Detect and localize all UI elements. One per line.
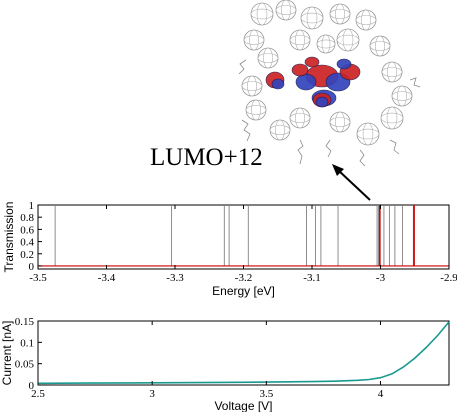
- x-tick-label: -3: [376, 272, 386, 284]
- y-axis-label: Current [nA]: [0, 321, 14, 386]
- orbital-label: LUMO+12: [150, 144, 263, 171]
- y-tick-label: 0: [29, 261, 35, 273]
- y-tick-label: 0.1: [20, 337, 34, 349]
- x-tick-label: -3.3: [166, 272, 184, 284]
- plot-frame: [37, 320, 450, 386]
- x-tick-label: -3.4: [98, 272, 116, 284]
- current-curve: [37, 321, 450, 385]
- y-tick-label: 0.2: [20, 249, 34, 261]
- x-tick-label: -2.9: [440, 272, 457, 284]
- molecule-illustration: [238, 0, 421, 167]
- x-tick-label: -3.1: [303, 272, 320, 284]
- y-tick-label: 0: [29, 380, 35, 392]
- y-tick-label: 0.6: [20, 224, 34, 236]
- x-tick-label: 3: [149, 388, 155, 400]
- pointer-arrow: [332, 164, 371, 201]
- y-tick-label: 0.4: [20, 237, 34, 249]
- x-tick-label: 4: [378, 388, 384, 400]
- y-tick-label: 0.8: [20, 212, 34, 224]
- y-tick-label: 1: [29, 200, 35, 212]
- x-axis-label: Voltage [V]: [214, 399, 272, 412]
- y-tick-label: 0.05: [15, 359, 35, 371]
- transmission-chart: -3.5 -3.4 -3.3 -3.2 -3.1 -3 -2.9 00.20.40.60.8…: [2, 200, 457, 298]
- y-axis-label: Transmission: [2, 202, 16, 273]
- current-voltage-chart: 2.5 3 3.5 4 0 0.05 0.1 0.15 Voltage [V] Curren…: [0, 316, 450, 412]
- plot-frame: [37, 204, 450, 270]
- x-tick-label: 2.5: [31, 388, 45, 400]
- x-axis-label: Energy [eV]: [212, 284, 275, 298]
- y-tick-label: 0.15: [15, 316, 35, 328]
- x-tick-label: -3.5: [29, 272, 47, 284]
- x-tick-label: 3.5: [259, 388, 273, 400]
- x-tick-label: -3.2: [235, 272, 252, 284]
